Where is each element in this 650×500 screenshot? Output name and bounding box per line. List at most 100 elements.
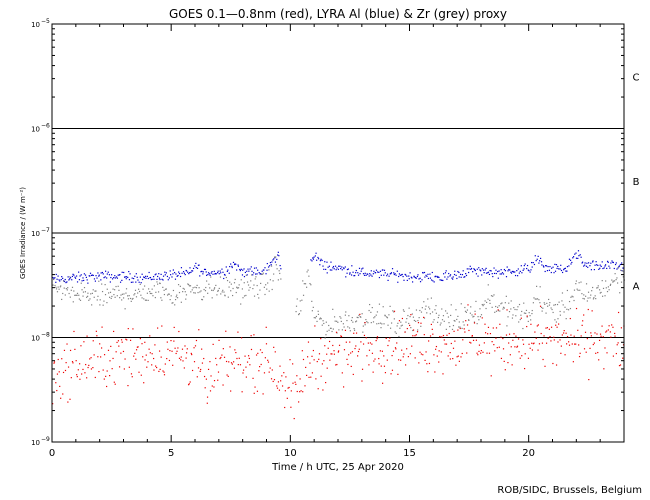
data-point bbox=[137, 346, 139, 348]
x-tick-label: 5 bbox=[168, 448, 174, 459]
data-point bbox=[220, 293, 222, 295]
data-point bbox=[612, 326, 614, 328]
data-point bbox=[212, 273, 214, 275]
data-point bbox=[304, 283, 307, 285]
data-point bbox=[609, 284, 611, 286]
data-point bbox=[508, 311, 511, 313]
data-point bbox=[338, 265, 340, 267]
data-point bbox=[103, 300, 105, 302]
data-point bbox=[535, 298, 537, 300]
data-point bbox=[495, 337, 497, 339]
data-point bbox=[131, 277, 133, 279]
data-point bbox=[382, 306, 384, 308]
data-point bbox=[531, 349, 534, 351]
data-point bbox=[447, 355, 449, 357]
data-point bbox=[287, 387, 289, 389]
data-point bbox=[458, 276, 460, 278]
data-point bbox=[421, 279, 423, 281]
data-point bbox=[541, 342, 544, 344]
data-point bbox=[466, 324, 469, 326]
data-point bbox=[181, 348, 184, 350]
data-point bbox=[292, 363, 294, 365]
data-point bbox=[480, 314, 483, 316]
data-point bbox=[433, 281, 435, 283]
data-point bbox=[110, 345, 112, 348]
data-point bbox=[536, 258, 538, 260]
data-point bbox=[168, 359, 171, 362]
data-point bbox=[378, 363, 380, 365]
data-point bbox=[445, 328, 447, 330]
data-point bbox=[213, 386, 215, 388]
data-point bbox=[384, 272, 386, 274]
data-point bbox=[429, 277, 432, 279]
data-point bbox=[499, 273, 501, 275]
data-point bbox=[328, 324, 330, 327]
data-point bbox=[412, 329, 415, 331]
data-point bbox=[520, 317, 522, 319]
data-point bbox=[391, 354, 393, 357]
data-point bbox=[186, 348, 188, 350]
data-point bbox=[362, 273, 365, 275]
data-point bbox=[269, 261, 272, 264]
data-point bbox=[119, 281, 122, 283]
data-point bbox=[55, 273, 57, 276]
data-point bbox=[115, 276, 118, 278]
data-point bbox=[560, 264, 562, 266]
data-point bbox=[363, 334, 366, 337]
data-point bbox=[175, 352, 177, 355]
data-point bbox=[497, 277, 499, 279]
data-point bbox=[556, 326, 558, 328]
data-point bbox=[173, 326, 175, 329]
data-point bbox=[453, 273, 456, 276]
data-point bbox=[523, 264, 525, 267]
data-point bbox=[265, 343, 268, 345]
data-point bbox=[472, 271, 474, 273]
data-point bbox=[249, 286, 251, 289]
data-point bbox=[355, 332, 358, 334]
data-point bbox=[114, 275, 116, 277]
data-point bbox=[436, 355, 438, 357]
data-point bbox=[66, 281, 68, 283]
data-point bbox=[393, 272, 395, 274]
data-point bbox=[423, 316, 425, 319]
data-point bbox=[201, 298, 203, 301]
data-point bbox=[563, 268, 565, 270]
data-point bbox=[438, 314, 440, 316]
data-point bbox=[188, 285, 191, 287]
data-point bbox=[438, 350, 440, 352]
data-point bbox=[620, 269, 622, 271]
data-point bbox=[150, 278, 152, 281]
data-point bbox=[311, 260, 313, 262]
data-point bbox=[578, 344, 580, 346]
data-point bbox=[123, 293, 125, 295]
data-point bbox=[423, 334, 425, 336]
data-point bbox=[607, 286, 609, 288]
data-point bbox=[495, 310, 498, 312]
data-point bbox=[487, 271, 490, 273]
data-point bbox=[178, 271, 180, 273]
data-point bbox=[328, 265, 331, 267]
data-point bbox=[163, 289, 165, 291]
data-point bbox=[555, 364, 558, 366]
data-point bbox=[568, 265, 570, 267]
data-point bbox=[232, 261, 235, 264]
data-point bbox=[160, 273, 162, 275]
data-point bbox=[61, 276, 63, 278]
data-point bbox=[132, 281, 134, 283]
data-point bbox=[76, 294, 78, 296]
data-point bbox=[415, 276, 417, 279]
data-point bbox=[539, 257, 542, 260]
data-point bbox=[233, 282, 236, 284]
data-point bbox=[252, 287, 254, 290]
data-point bbox=[498, 346, 500, 348]
data-point bbox=[251, 270, 253, 272]
data-point bbox=[550, 271, 552, 274]
data-point bbox=[255, 354, 258, 356]
data-point bbox=[428, 340, 430, 342]
data-point bbox=[529, 347, 531, 349]
data-point bbox=[561, 300, 563, 302]
data-point bbox=[317, 388, 319, 390]
data-point bbox=[143, 298, 145, 300]
data-point bbox=[468, 319, 470, 321]
data-point bbox=[473, 268, 475, 270]
